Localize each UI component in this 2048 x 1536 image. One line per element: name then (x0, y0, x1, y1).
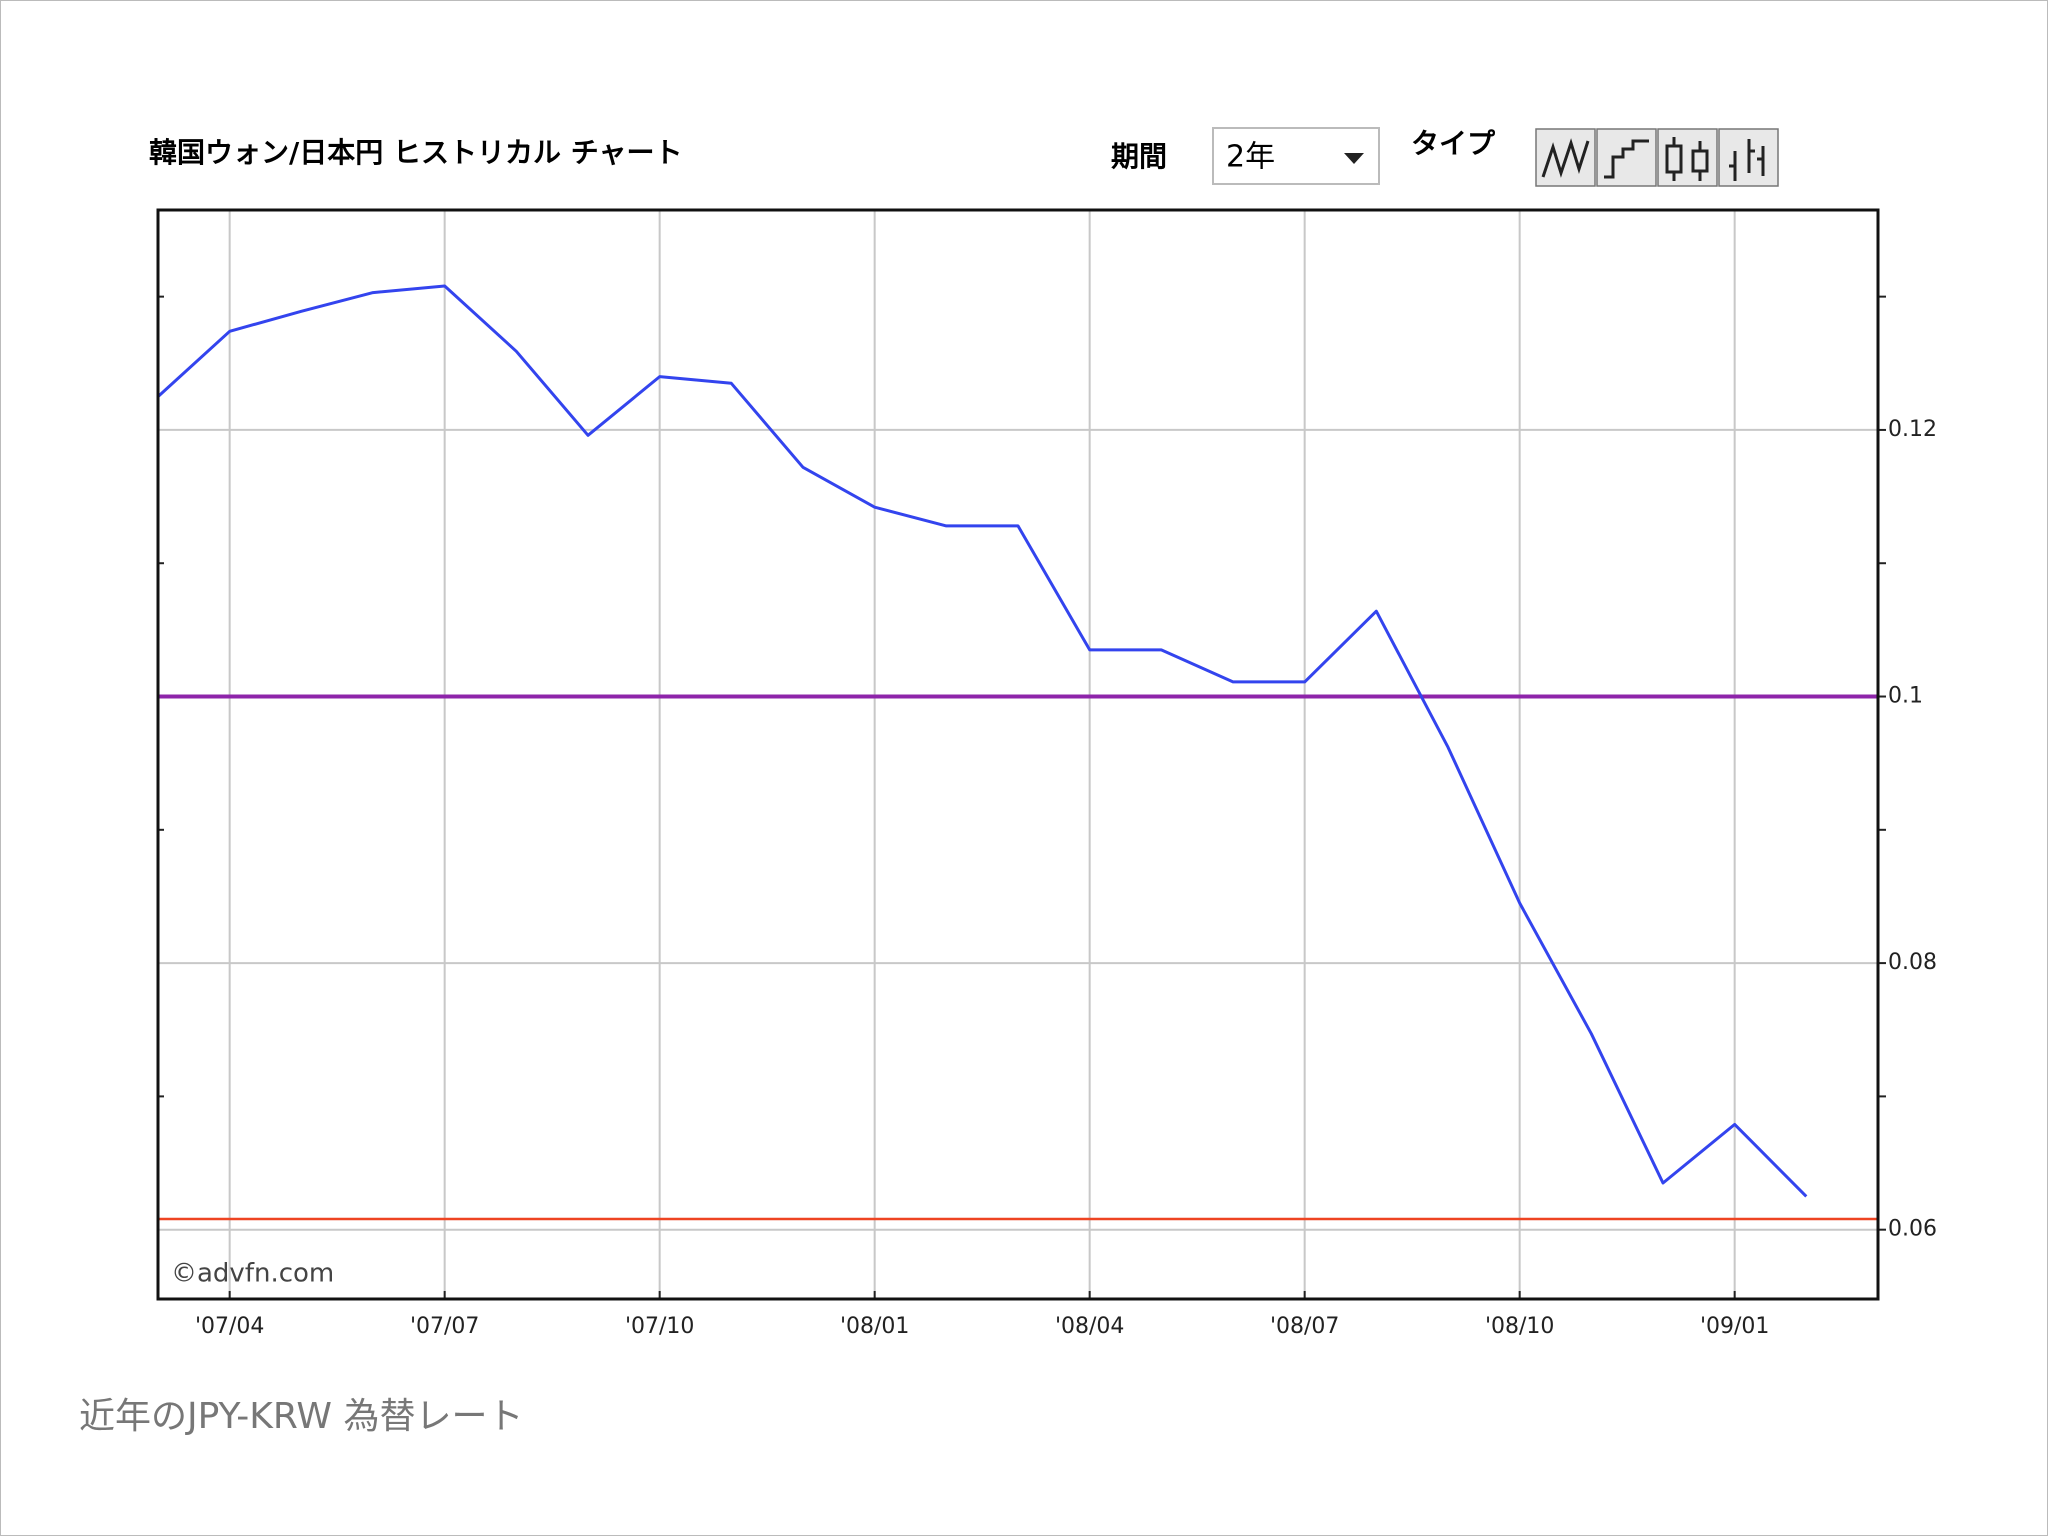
dropdown-arrow[interactable] (1344, 153, 1364, 164)
line-icon[interactable] (1541, 138, 1590, 178)
y-tick-label: 0.06 (1888, 1217, 1937, 1242)
type-buttons (1535, 128, 1779, 187)
x-tick-label: '07/07 (410, 1314, 479, 1339)
plot-area (158, 210, 1878, 1299)
bar-icon[interactable] (1729, 139, 1765, 181)
x-tick-label: '08/04 (1055, 1314, 1124, 1339)
caption: 近年のJPY-KRW 為替レート (79, 1396, 523, 1437)
x-tick-label: '09/01 (1700, 1314, 1769, 1339)
chart-title: 韓国ウォン/日本円 ヒストリカル チャート (149, 136, 682, 169)
y-tick-label: 0.1 (1888, 684, 1923, 709)
period-value[interactable]: 2年 (1226, 140, 1275, 175)
candle-icon[interactable] (1665, 137, 1709, 181)
y-tick-label: 0.08 (1888, 950, 1937, 975)
x-tick-label: '08/10 (1485, 1314, 1554, 1339)
x-tick-label: '08/01 (840, 1314, 909, 1339)
step-type-button[interactable] (1596, 128, 1657, 187)
step-icon[interactable] (1604, 139, 1649, 179)
type-label: タイプ (1411, 127, 1496, 160)
watermark: ©advfn.com (171, 1259, 334, 1289)
x-tick-label: '07/10 (625, 1314, 694, 1339)
plot-frame (156, 208, 1880, 1301)
price-line (156, 284, 1808, 1198)
x-tick-label: '07/04 (195, 1314, 264, 1339)
x-tick-label: '08/07 (1270, 1314, 1339, 1339)
y-tick-label: 0.12 (1888, 417, 1937, 442)
period-label: 期間 (1111, 140, 1167, 173)
